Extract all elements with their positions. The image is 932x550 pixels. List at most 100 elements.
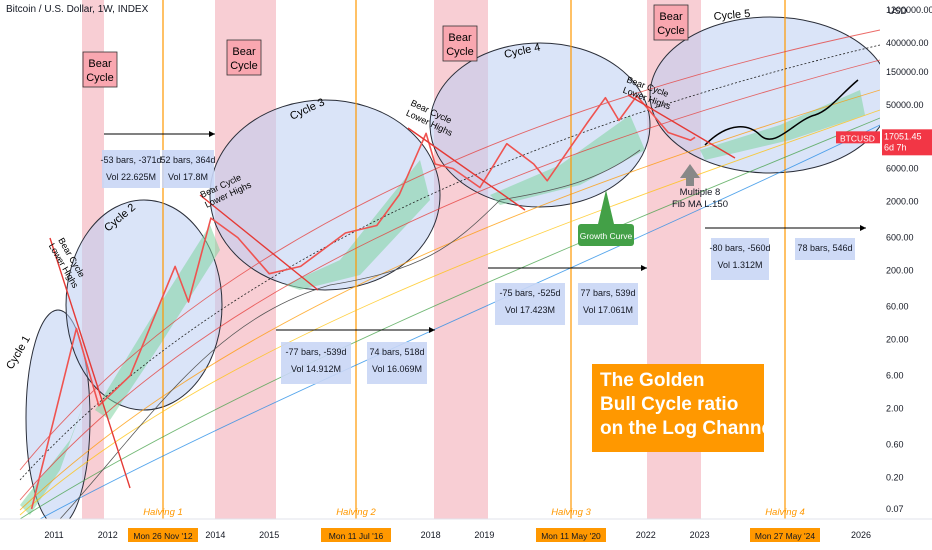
growth-band	[20, 400, 85, 515]
y-tick-label: 400000.00	[886, 38, 929, 48]
bear-cycle-label-box	[82, 51, 118, 88]
bear-cycle-label: Bear	[232, 46, 256, 58]
stat-box	[495, 283, 565, 325]
range-arrow-head	[860, 225, 866, 231]
lower-high-line	[199, 194, 319, 291]
growth-curve-box	[578, 224, 634, 246]
y-tick-label: 2.00	[886, 404, 904, 414]
stat-range-text: 78 bars, 546d	[797, 243, 852, 253]
ma-note-line: Multiple 8	[680, 187, 721, 198]
stat-volume-text: Vol 17.423M	[505, 305, 555, 315]
lower-high-line	[407, 127, 526, 211]
x-tick-label: 2018	[421, 530, 441, 540]
channel-line	[39, 124, 881, 520]
halving-date-label: Mon 11 May '20	[541, 531, 601, 541]
stat-range-text: 74 bars, 518d	[369, 347, 424, 357]
x-tick-label: 2014	[205, 530, 225, 540]
stat-box	[578, 283, 638, 325]
y-tick-label: 150000.00	[886, 67, 929, 77]
x-tick-label: 2026	[851, 530, 871, 540]
y-tick-label: 0.60	[886, 440, 904, 450]
bear-cycle-label-box	[226, 39, 262, 76]
symbol-tag-box	[836, 131, 880, 144]
halving-label: Halving 4	[765, 507, 805, 518]
headline-text: on the Log Channel	[600, 418, 777, 439]
ma-note-arrow	[680, 164, 700, 178]
cycle-ellipse	[65, 199, 223, 411]
x-tick-label: 2011	[44, 530, 63, 540]
stat-box	[162, 150, 214, 188]
x-tick-label: 2012	[98, 530, 118, 540]
x-tick-label: 2015	[259, 530, 279, 540]
stat-volume-text: Vol 1.312M	[717, 260, 762, 270]
y-axis-panel	[880, 0, 932, 519]
stat-box	[281, 342, 351, 384]
stat-volume-text: Vol 17.8M	[168, 172, 208, 182]
cycle-label: Cycle 5	[713, 8, 751, 23]
stat-range-text: 77 bars, 539d	[580, 288, 635, 298]
lower-high-line	[49, 237, 131, 489]
halving-date-label: Mon 26 Nov '12	[133, 531, 193, 541]
bear-cycle-label-box	[442, 25, 478, 62]
y-tick-label: 600.00	[886, 233, 914, 243]
price-tag-box	[882, 129, 932, 156]
range-arrow-head	[641, 265, 647, 271]
growth-band	[285, 160, 430, 290]
bear-cycle-label: Bear	[88, 58, 112, 70]
range-arrow-head	[209, 131, 215, 137]
price-series-line	[30, 95, 696, 510]
growth-band	[490, 115, 645, 205]
symbol-title: Bitcoin / U.S. Dollar, 1W, INDEX	[6, 4, 149, 15]
growth-curve-pointer	[598, 190, 614, 224]
y-tick-label: 200.00	[886, 266, 914, 276]
y-tick-label: 20.00	[886, 335, 909, 345]
bear-cycle-label: Bear	[659, 11, 683, 23]
stat-range-text: 52 bars, 364d	[160, 155, 215, 165]
projection-wave	[704, 79, 859, 146]
bear-cycle-label: Cycle	[230, 60, 258, 72]
channel-line	[19, 89, 881, 511]
lower-high-line	[627, 94, 736, 159]
ma-note-arrow-stem	[686, 178, 694, 186]
stat-range-text: -77 bars, -539d	[285, 347, 346, 357]
stat-box	[102, 150, 160, 188]
bear-cycle-label: Cycle	[86, 72, 114, 84]
halving-date-label: Mon 11 Jul '16	[329, 531, 384, 541]
y-tick-label: 0.20	[886, 473, 904, 483]
range-arrow-head	[429, 327, 435, 333]
bear-cycle-label: Cycle	[446, 46, 474, 58]
bear-cycle-label-box	[653, 4, 689, 41]
stat-box	[795, 238, 855, 260]
price-tag-countdown: 6d 7h	[884, 142, 907, 152]
halving-label: Halving 2	[336, 507, 376, 518]
x-tick-label: 2022	[636, 530, 656, 540]
y-tick-label: 2000.00	[886, 197, 919, 207]
bear-cycle-label: Bear	[448, 32, 472, 44]
stat-range-text: -53 bars, -371d	[100, 155, 161, 165]
channel-line	[19, 29, 881, 471]
halving-date-box	[128, 528, 198, 542]
x-tick-label: 2019	[474, 530, 494, 540]
halving-date-label: Mon 27 May '24	[755, 531, 815, 541]
halving-date-box	[321, 528, 391, 542]
stat-box	[367, 342, 427, 384]
price-tag-value: 17051.45	[884, 131, 922, 141]
y-tick-label: 6000.00	[886, 164, 919, 174]
growth-band	[95, 225, 220, 420]
y-axis-currency: USD	[888, 6, 908, 16]
symbol-tag-label: BTCUSD	[840, 133, 875, 143]
bear-cycle-label: Cycle	[657, 25, 685, 37]
y-tick-label: 0.07	[886, 504, 904, 514]
y-tick-label: 50000.00	[886, 100, 924, 110]
stat-volume-text: Vol 16.069M	[372, 364, 422, 374]
x-tick-label: 2023	[690, 530, 710, 540]
stat-range-text: -75 bars, -525d	[499, 288, 560, 298]
stat-range-text: -80 bars, -560d	[709, 243, 770, 253]
stat-volume-text: Vol 17.061M	[583, 305, 633, 315]
stat-volume-text: Vol 22.625M	[106, 172, 156, 182]
cycle-label: Cycle 1	[4, 334, 33, 372]
halving-label: Halving 3	[551, 507, 591, 518]
halving-label: Halving 1	[143, 507, 183, 518]
y-tick-label: 60.00	[886, 302, 909, 312]
